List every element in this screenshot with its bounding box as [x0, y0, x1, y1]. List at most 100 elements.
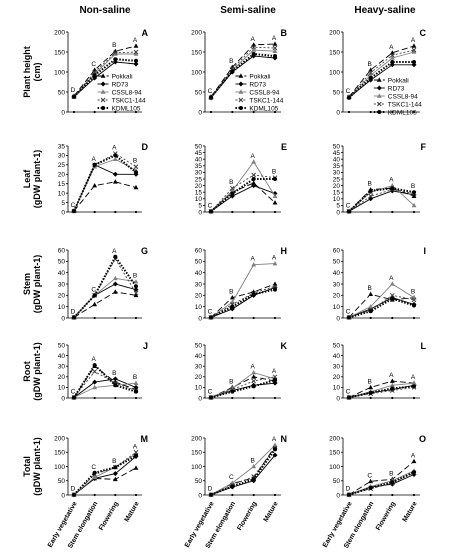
- significance-label: A: [272, 35, 277, 42]
- data-point: [112, 379, 118, 384]
- y-tick-label: 10: [195, 304, 203, 311]
- y-tick-label: 40: [195, 157, 203, 164]
- significance-label: C: [208, 202, 213, 209]
- data-point: [112, 156, 118, 161]
- significance-label: D: [346, 486, 351, 493]
- y-tick-label: 0: [61, 492, 65, 499]
- data-point: [92, 384, 98, 390]
- series-line-pokkali: [210, 283, 276, 318]
- y-tick-label: 30: [333, 364, 341, 371]
- x-tick: [369, 316, 372, 320]
- series-line-cssl8-94: [210, 372, 276, 398]
- data-point: [112, 289, 118, 294]
- series-line-kdml105: [210, 178, 275, 213]
- data-point: [389, 382, 395, 388]
- x-category-label: Flowering: [236, 501, 258, 532]
- data-point: [209, 95, 213, 100]
- data-point: [412, 303, 416, 308]
- y-axis-label-line: Stem: [22, 273, 32, 295]
- x-category-label: Mature: [124, 500, 141, 523]
- y-tick-label: 40: [58, 353, 66, 360]
- x-tick: [231, 493, 234, 497]
- significance-label: B: [133, 374, 137, 381]
- panel-letter: O: [419, 434, 426, 444]
- legend-marker: [376, 77, 382, 82]
- series-line-kdml105: [348, 471, 415, 496]
- y-tick-label: 50: [195, 143, 203, 150]
- x-tick: [412, 210, 416, 214]
- y-axis-label: Total(gDW plant-1): [22, 437, 42, 496]
- y-axis-label-line: Leaf: [22, 169, 32, 189]
- y-tick-label: 0: [61, 209, 65, 216]
- y-tick-label: 60: [58, 247, 66, 254]
- significance-label: A: [91, 156, 96, 163]
- legend-marker: [376, 85, 382, 91]
- y-axis-label-line: (gDW plant-1): [32, 437, 42, 496]
- legend-entry: Pokkali: [388, 77, 409, 84]
- y-axis-label-line: Total: [22, 456, 32, 477]
- y-tick-label: 25: [58, 162, 66, 169]
- column-title-heavy-saline: Heavy-saline: [354, 5, 416, 16]
- x-tick: [369, 396, 372, 400]
- x-tick: [114, 396, 117, 400]
- y-tick-label: 10: [195, 385, 203, 392]
- legend-entry: TSKC1-144: [388, 101, 422, 108]
- y-tick-label: 10: [195, 196, 203, 203]
- data-point: [72, 94, 76, 99]
- significance-label: C: [346, 388, 351, 395]
- y-tick-label: 30: [195, 281, 203, 288]
- y-tick-label: 0: [198, 492, 202, 499]
- data-point: [209, 209, 213, 214]
- series-line-pokkali: [348, 45, 415, 98]
- panel-J: 0 10 20 30 40 50 C A B B J Root(gDW plant-1): [22, 341, 148, 402]
- column-title-non-saline: Non-saline: [79, 5, 131, 16]
- y-tick-label: 40: [333, 353, 341, 360]
- y-tick-label: 35: [195, 163, 203, 170]
- x-tick: [273, 493, 277, 497]
- x-category-label: Mature: [263, 500, 280, 523]
- data-point: [251, 172, 257, 178]
- significance-label: A: [389, 275, 394, 282]
- significance-label: B: [367, 61, 371, 68]
- data-point: [112, 476, 118, 482]
- data-point: [72, 395, 76, 400]
- panel-D: 0 5 10 15 20 25 30 35 C A A BD Leaf(gDW plant-1): [22, 142, 149, 216]
- data-point: [134, 58, 138, 63]
- series-line-rd73: [210, 382, 276, 398]
- series-line-cssl8-94: [73, 382, 137, 398]
- legend-entry: CSSL8-94: [388, 93, 418, 100]
- data-point: [133, 49, 139, 55]
- y-tick-label: 40: [195, 353, 203, 360]
- significance-label: C: [71, 202, 76, 209]
- data-point: [251, 262, 257, 267]
- series-line-pokkali: [210, 446, 276, 496]
- panel-letter: C: [420, 28, 427, 38]
- data-point: [133, 279, 139, 284]
- series-line-kdml105: [348, 385, 415, 399]
- y-tick-label: 25: [333, 176, 341, 183]
- data-point: [133, 449, 139, 455]
- significance-label: A: [272, 436, 277, 443]
- data-point: [92, 183, 98, 188]
- data-point: [133, 465, 139, 470]
- y-tick-label: 20: [58, 374, 66, 381]
- data-point: [92, 69, 98, 75]
- y-tick-label: 40: [195, 270, 203, 277]
- legend-entry: RD73: [249, 81, 266, 88]
- legend-entry: RD73: [112, 81, 129, 88]
- significance-label: B: [229, 289, 233, 296]
- data-point: [272, 374, 278, 380]
- x-tick: [369, 210, 372, 214]
- y-tick-label: 50: [195, 478, 203, 485]
- significance-label: B: [250, 458, 254, 465]
- y-tick-label: 0: [336, 395, 340, 402]
- data-point: [368, 291, 374, 296]
- y-tick-label: 150: [329, 49, 340, 56]
